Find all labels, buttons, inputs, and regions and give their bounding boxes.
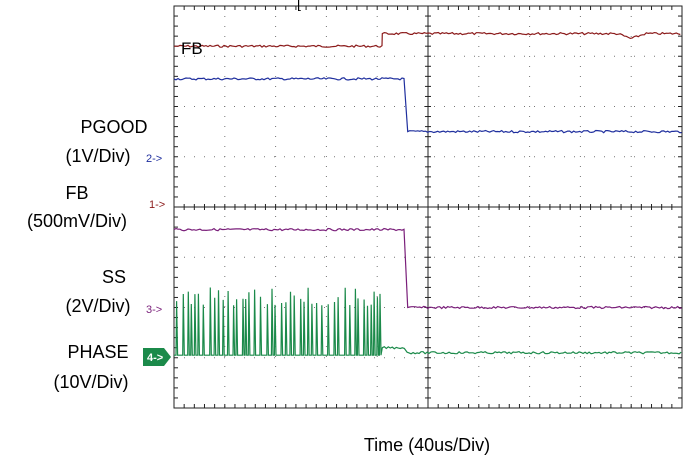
channel-name-fb: FB	[65, 183, 88, 203]
scope-traces	[173, 31, 682, 356]
top-label-fragment: [	[297, 0, 301, 11]
channel-scale-fb: (500mV/Div)	[27, 211, 127, 231]
channel-scale-ss: (2V/Div)	[65, 296, 130, 316]
channel-marker-ss: 3->	[146, 304, 162, 316]
channel-label-pgood: PGOOD (1V/Div)	[65, 117, 147, 166]
trace-phase	[174, 287, 682, 356]
x-axis-label: Time (40us/Div)	[364, 435, 490, 455]
channel-label-phase: PHASE (10V/Div)	[53, 342, 128, 392]
trace-fb	[174, 31, 681, 49]
channel-marker-phase-text: 4->	[147, 352, 163, 364]
channel-marker-phase: 4->	[143, 348, 171, 366]
channel-marker-pgood: 2->	[146, 153, 162, 165]
channel-marker-fb: 1->	[149, 199, 165, 211]
trace-tag-fb: FB	[181, 39, 203, 58]
trace-ss	[173, 227, 682, 310]
channel-name-ss: SS	[102, 267, 126, 287]
channel-scale-pgood: (1V/Div)	[65, 146, 130, 166]
channel-label-fb: FB (500mV/Div)	[27, 183, 127, 231]
channel-name-phase: PHASE	[67, 342, 128, 362]
trace-pgood	[173, 77, 682, 134]
channel-scale-phase: (10V/Div)	[53, 372, 128, 392]
channel-name-pgood: PGOOD	[80, 117, 147, 137]
channel-label-ss: SS (2V/Div)	[65, 267, 130, 316]
channel-marker-phase-tag	[143, 348, 171, 366]
scope-grid	[173, 5, 683, 409]
